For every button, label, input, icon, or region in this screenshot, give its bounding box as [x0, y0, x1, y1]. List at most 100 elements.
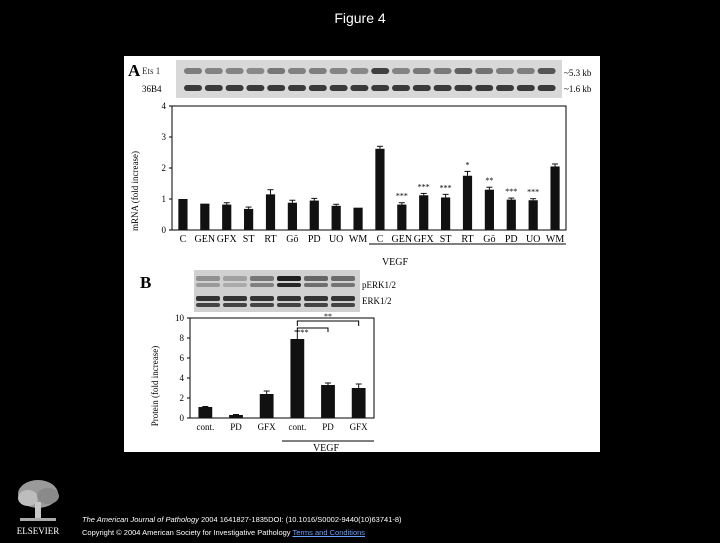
blot-a-band-36b4 — [184, 85, 202, 91]
blot-b-row-1-label: pERK1/2 — [362, 280, 396, 290]
category-label: GFX — [258, 422, 277, 432]
blot-b-band-perk-1 — [196, 276, 220, 281]
category-label: GFX — [217, 234, 238, 245]
significance-label: *** — [440, 183, 452, 192]
blot-a-band-36b4 — [475, 85, 494, 91]
bar — [290, 339, 305, 418]
significance-label-2: ** — [324, 312, 332, 321]
blot-a-band-36b4 — [225, 85, 244, 91]
blot-b-band-perk-2 — [250, 283, 274, 287]
bar — [178, 199, 188, 230]
significance-label: *** — [527, 188, 539, 197]
blot-a-band-ets1 — [454, 68, 473, 74]
blot-b-band-perk-2 — [304, 283, 328, 287]
category-label: WM — [349, 234, 367, 245]
blot-a-band-36b4 — [433, 85, 452, 91]
blot-b-band-perk-1 — [304, 276, 328, 281]
category-label: GFX — [414, 234, 435, 245]
blot-b-band-perk-1 — [277, 276, 301, 281]
blot-a-band-36b4 — [329, 85, 348, 91]
bar — [198, 407, 213, 418]
blot-b-band-perk-2 — [277, 283, 301, 287]
bar — [419, 195, 429, 230]
blot-b-band-perk-1 — [223, 276, 247, 281]
terms-link[interactable]: Terms and Conditions — [292, 528, 366, 537]
panel-a-label: A — [128, 61, 141, 80]
citation: The American Journal of Pathology 2004 1… — [82, 515, 402, 524]
bar — [331, 205, 341, 230]
blot-b-band-erk-2 — [277, 303, 301, 307]
category-label: Gö — [286, 234, 298, 245]
blot-a-band-ets1 — [267, 68, 286, 74]
bar — [259, 394, 274, 418]
bar — [321, 385, 335, 418]
blot-a-band-ets1 — [412, 68, 431, 74]
blot-a-band-ets1 — [392, 68, 410, 74]
blot-b-band-erk-1 — [223, 296, 247, 301]
bar — [222, 204, 232, 230]
blot-b-band-erk-2 — [331, 303, 355, 307]
bar — [351, 388, 366, 418]
blot-b-band-erk-2 — [250, 303, 274, 307]
y-tick-label: 2 — [162, 163, 167, 173]
category-label: C — [180, 234, 187, 245]
category-label: GEN — [195, 234, 216, 245]
blot-b-row-2-label: ERK1/2 — [362, 296, 392, 306]
publisher-logo: ELSEVIER — [6, 476, 70, 538]
blot-b-band-erk-1 — [304, 296, 328, 301]
bar — [484, 189, 494, 230]
category-label: RT — [264, 234, 276, 245]
citation-details: 2004 1641827-1835DOI: (10.1016/S0002-944… — [198, 515, 402, 524]
bar — [353, 207, 363, 230]
category-label: C — [377, 234, 384, 245]
bar — [287, 202, 297, 230]
blot-a-band-ets1 — [496, 68, 514, 74]
blot-a-band-ets1 — [433, 68, 452, 74]
y-tick-label: 4 — [180, 373, 185, 383]
blot-a-band-ets1 — [288, 68, 306, 74]
blot-a-band-36b4 — [308, 85, 327, 91]
y-tick-label: 10 — [175, 313, 185, 323]
y-tick-label: 1 — [162, 194, 167, 204]
bar — [506, 199, 516, 230]
publisher-name: ELSEVIER — [17, 526, 60, 536]
blot-a-band-ets1 — [537, 68, 556, 74]
blot-b-band-perk-2 — [331, 283, 355, 287]
blot-a-band-36b4 — [267, 85, 286, 91]
blot-a-band-ets1 — [371, 68, 390, 74]
bar — [200, 203, 210, 230]
chart-b-group-label: VEGF — [313, 443, 340, 452]
blot-a-band-36b4 — [371, 85, 390, 91]
blot-a-band-ets1 — [246, 68, 265, 74]
category-label: UO — [329, 234, 343, 245]
slide-title: Figure 4 — [334, 10, 386, 26]
blot-b-band-erk-2 — [304, 303, 328, 307]
copyright: Copyright © 2004 American Society for In… — [82, 528, 365, 537]
blot-a-row-1-size: ~5.3 kb — [564, 68, 592, 78]
category-label: cont. — [288, 422, 306, 432]
blot-a-band-ets1 — [475, 68, 494, 74]
citation-journal: The American Journal of Pathology — [82, 515, 199, 524]
blot-a-band-ets1 — [225, 68, 244, 74]
blot-a-band-ets1 — [329, 68, 348, 74]
plot-frame — [189, 317, 375, 419]
chart-a-ylabel: mRNA (fold increase) — [130, 151, 140, 231]
category-label: RT — [461, 234, 473, 245]
blot-a-band-36b4 — [537, 85, 556, 91]
significance-bracket-2 — [296, 320, 360, 326]
bar — [397, 204, 407, 230]
blot-b-band-erk-2 — [223, 303, 247, 307]
bar — [309, 200, 319, 230]
blot-b-band-perk-1 — [331, 276, 355, 281]
category-label: PD — [322, 422, 334, 432]
panel-b-label: B — [140, 273, 151, 292]
blot-a-band-ets1 — [184, 68, 202, 74]
category-label: Gö — [483, 234, 495, 245]
y-tick-label: 4 — [162, 101, 167, 111]
significance-label: *** — [505, 187, 517, 196]
y-tick-label: 2 — [180, 393, 185, 403]
blot-a-band-36b4 — [204, 85, 223, 91]
blot-a-band-36b4 — [496, 85, 514, 91]
bar — [244, 208, 254, 230]
